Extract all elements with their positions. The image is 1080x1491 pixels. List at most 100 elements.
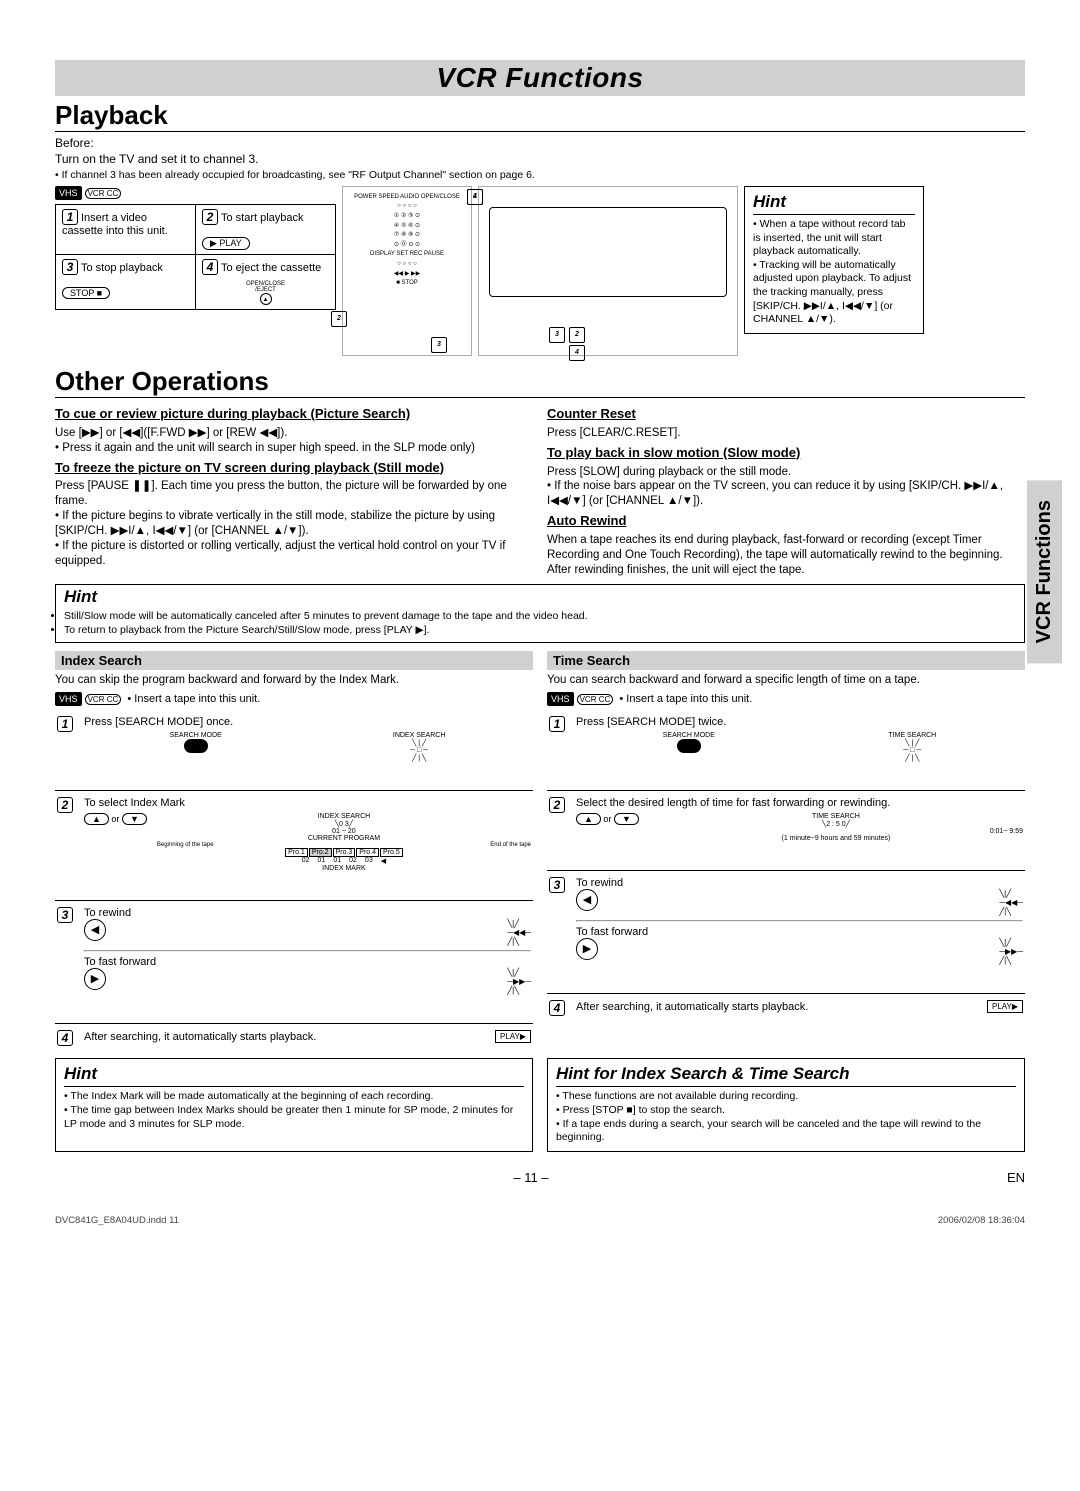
body-line: Press it again and the unit will search …: [55, 441, 533, 456]
step-text: Press [SEARCH MODE] once.: [84, 716, 233, 728]
sub-heading: Auto Rewind: [547, 513, 1025, 530]
play-label: PLAY▶: [987, 1000, 1023, 1013]
time-search-heading: Time Search: [547, 651, 1025, 670]
step-num: 1: [62, 209, 78, 225]
meta-file: DVC841G_E8A04UD.indd 11: [55, 1215, 179, 1226]
hint-item: Press [STOP ■] to stop the search.: [556, 1104, 1016, 1118]
step-num: 1: [549, 716, 565, 732]
step-num: 4: [57, 1030, 73, 1046]
other-heading: Other Operations: [55, 366, 1025, 398]
step-text: To rewind: [84, 907, 131, 919]
sub-heading: Counter Reset: [547, 406, 1025, 423]
label: INDEX SEARCH: [318, 813, 371, 820]
page-number: – 11 –: [513, 1170, 548, 1185]
sub-heading: To cue or review picture during playback…: [55, 406, 533, 423]
other-hint: Hint Still/Slow mode will be automatical…: [55, 584, 1025, 643]
step-text: To fast forward: [84, 956, 156, 968]
playback-steps-table: 1Insert a video cassette into this unit.…: [55, 204, 336, 310]
playback-heading: Playback: [55, 100, 1025, 132]
playback-hint: Hint When a tape without record tab is i…: [744, 186, 924, 334]
meta-footer: DVC841G_E8A04UD.indd 11 2006/02/08 18:36…: [55, 1215, 1025, 1226]
hint-item: The Index Mark will be made automaticall…: [64, 1090, 524, 1104]
sub-heading: To freeze the picture on TV screen durin…: [55, 460, 533, 477]
before-block: Before: Turn on the TV and set it to cha…: [55, 136, 1025, 183]
step-num: 3: [57, 907, 73, 923]
step-num: 2: [549, 797, 565, 813]
label: SEARCH MODE: [663, 732, 715, 739]
label: INDEX SEARCH: [393, 732, 446, 739]
sub-heading: To play back in slow motion (Slow mode): [547, 445, 1025, 462]
page-lang: EN: [1007, 1170, 1025, 1185]
index-search-heading: Index Search: [55, 651, 533, 670]
vhs-badge: VHS: [55, 692, 82, 706]
step-text: Select the desired length of time for fa…: [576, 797, 890, 809]
index-intro: You can skip the program backward and fo…: [55, 673, 533, 688]
insert-tape: Insert a tape into this unit.: [626, 693, 752, 705]
body-line: When a tape reaches its end during playb…: [547, 533, 1025, 578]
label: TIME SEARCH: [888, 732, 936, 739]
hint-title: Hint: [64, 1063, 524, 1087]
step-num: 3: [549, 877, 565, 893]
step-text: To stop playback: [81, 262, 163, 274]
body-line: If the picture is distorted or rolling v…: [55, 539, 533, 569]
label: INDEX MARK: [322, 865, 366, 872]
meta-stamp: 2006/02/08 18:36:04: [938, 1215, 1025, 1226]
step-text: Press [SEARCH MODE] twice.: [576, 716, 726, 728]
index-search-col: Index Search You can skip the program ba…: [55, 643, 533, 1052]
label: (1 minute~9 hours and 59 minutes): [782, 835, 891, 842]
hint-title: Hint: [753, 191, 915, 215]
before-label: Before:: [55, 136, 94, 150]
before-line: Turn on the TV and set it to channel 3.: [55, 152, 258, 166]
step-num: 4: [202, 259, 218, 275]
step-text: After searching, it automatically starts…: [576, 1001, 808, 1013]
step-text: To select Index Mark: [84, 797, 185, 809]
play-label: PLAY▶: [495, 1030, 531, 1043]
step-num: 4: [549, 1000, 565, 1016]
vcr-cc-badge: VCR CC: [577, 694, 614, 705]
hint-item: To return to playback from the Picture S…: [64, 624, 1016, 638]
index-hint: Hint The Index Mark will be made automat…: [55, 1058, 533, 1152]
step-text: To fast forward: [576, 926, 648, 938]
hint-title: Hint: [56, 585, 1024, 607]
before-bullet: • If channel 3 has been already occupied…: [55, 169, 535, 181]
time-intro: You can search backward and forward a sp…: [547, 673, 1025, 688]
page-footer: – 11 – EN: [55, 1170, 1025, 1185]
time-search-col: Time Search You can search backward and …: [547, 643, 1025, 1052]
remote-diagram: 4 2 3 POWER SPEED AUDIO OPEN/CLOSE○ ○ ○ …: [342, 186, 472, 356]
label: 01 ~ 20: [332, 828, 356, 835]
body-line: If the noise bars appear on the TV scree…: [547, 479, 1025, 509]
hint-item: If a tape ends during a search, your sea…: [556, 1118, 1016, 1145]
body-line: Press [CLEAR/C.RESET].: [547, 426, 1025, 441]
vhs-badge: VHS: [547, 692, 574, 706]
step-num: 3: [62, 259, 78, 275]
label: TIME SEARCH: [812, 813, 860, 820]
label: CURRENT PROGRAM: [308, 835, 380, 842]
side-tab: VCR Functions: [1027, 480, 1062, 663]
vcr-cc-badge: VCR CC: [85, 694, 122, 705]
time-hint: Hint for Index Search & Time Search Thes…: [547, 1058, 1025, 1152]
hint-item: These functions are not available during…: [556, 1090, 1016, 1104]
unit-diagram: 1 3 2 4: [478, 186, 738, 356]
hint-item: Still/Slow mode will be automatically ca…: [64, 610, 1016, 624]
hint-item: The time gap between Index Marks should …: [64, 1104, 524, 1131]
vcr-cc-badge: VCR CC: [85, 188, 122, 199]
step-num: 2: [57, 797, 73, 813]
play-button-icon: ▶ PLAY: [202, 237, 250, 250]
other-right-col: Counter Reset Press [CLEAR/C.RESET]. To …: [547, 402, 1025, 578]
label: SEARCH MODE: [170, 732, 222, 739]
step-text: To rewind: [576, 877, 623, 889]
step-num: 1: [57, 716, 73, 732]
page-title: VCR Functions: [55, 62, 1025, 94]
body-line: Use [▶▶] or [◀◀]([F.FWD ▶▶] or [REW ◀◀])…: [55, 426, 533, 441]
body-line: Press [SLOW] during playback or the stil…: [547, 465, 1025, 480]
step-text: To start playback: [221, 212, 304, 224]
hint-item: When a tape without record tab is insert…: [753, 218, 915, 259]
body-line: If the picture begins to vibrate vertica…: [55, 509, 533, 539]
stop-button-icon: STOP ■: [62, 287, 110, 299]
insert-tape: Insert a tape into this unit.: [134, 693, 260, 705]
other-left-col: To cue or review picture during playback…: [55, 402, 533, 578]
hint-title: Hint for Index Search & Time Search: [556, 1063, 1016, 1087]
hint-item: Tracking will be automatically adjusted …: [753, 259, 915, 327]
step-text: After searching, it automatically starts…: [84, 1031, 316, 1043]
title-bar: VCR Functions: [55, 60, 1025, 96]
